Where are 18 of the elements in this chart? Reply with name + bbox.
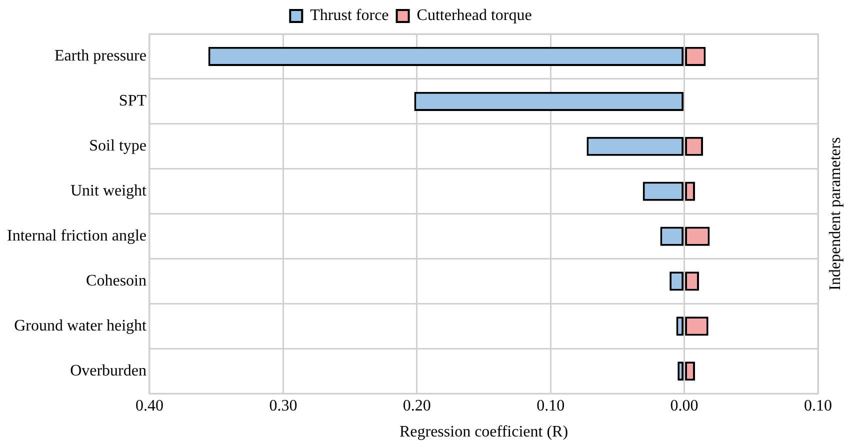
x-tick-label: 0.10 [804,397,832,414]
legend-label: Thrust force [310,7,389,24]
x-tick-label: 0.30 [269,397,298,414]
y-tick-label: Unit weight [70,182,148,200]
x-tick-label: 0.20 [402,397,431,414]
y-tick-label: Overburden [70,362,146,380]
x-tick-label: 0.00 [670,397,698,414]
y-tick-label: Soil type [89,138,146,155]
y-tick-label: Internal friction angle [6,227,146,244]
y-tick-label: SPT [118,92,147,110]
y-axis-title: Independent parameters [827,137,844,290]
x-axis-title: Regression coefficient (R) [399,424,568,441]
x-tick-label: 0.40 [135,397,164,414]
y-tick-label: Earth pressure [54,48,146,65]
y-tick-label: Cohesoin [86,272,146,290]
legend-label: Cutterhead torque [416,7,532,24]
x-tick-label: 0.10 [536,397,565,414]
y-tick-label: Ground water height [14,317,148,334]
